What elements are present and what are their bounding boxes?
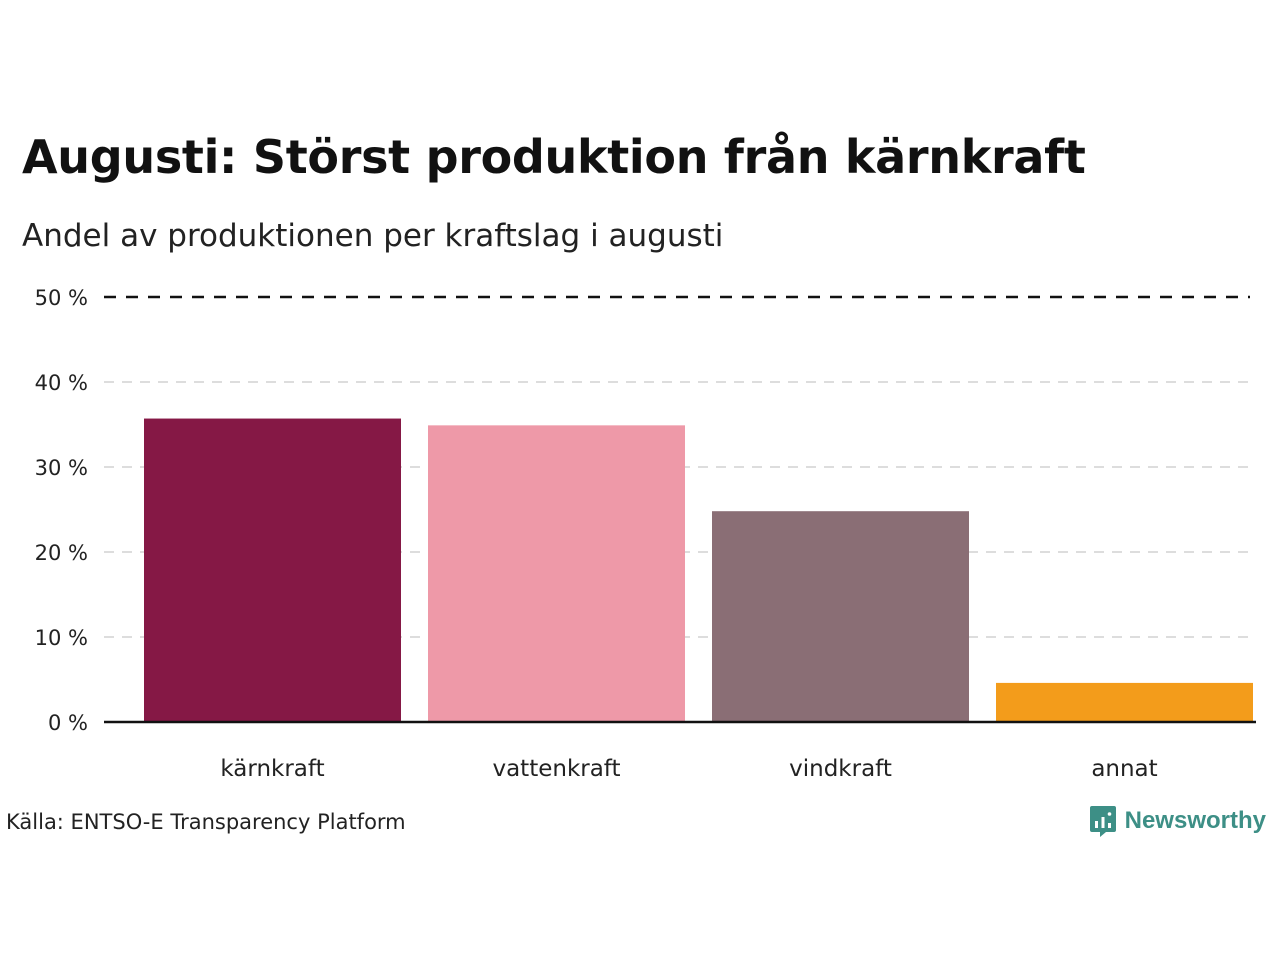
chart-subtitle: Andel av produktionen per kraftslag i au… — [22, 218, 724, 254]
y-tick-label: 10 % — [35, 626, 88, 650]
brand-name: Newsworthy — [1124, 807, 1266, 834]
bar-3 — [996, 682, 1253, 722]
source-note: Källa: ENTSO-E Transparency Platform — [6, 810, 406, 834]
newsworthy-logo-icon — [1089, 806, 1116, 837]
x-tick-label: annat — [1091, 756, 1157, 782]
bar-1 — [428, 425, 685, 722]
bar-0 — [144, 418, 401, 722]
y-tick-label: 20 % — [35, 541, 88, 565]
x-tick-label: vindkraft — [789, 756, 892, 782]
x-tick-label: vattenkraft — [492, 756, 620, 782]
y-tick-label: 50 % — [35, 286, 88, 310]
chart-title: Augusti: Störst produktion från kärnkraf… — [22, 130, 1086, 184]
newsworthy-brand: Newsworthy — [1089, 804, 1266, 838]
y-tick-label: 30 % — [35, 456, 88, 480]
y-tick-label: 0 % — [48, 711, 88, 735]
bar-2 — [712, 511, 969, 722]
x-tick-label: kärnkraft — [220, 756, 324, 782]
y-tick-label: 40 % — [35, 371, 88, 395]
